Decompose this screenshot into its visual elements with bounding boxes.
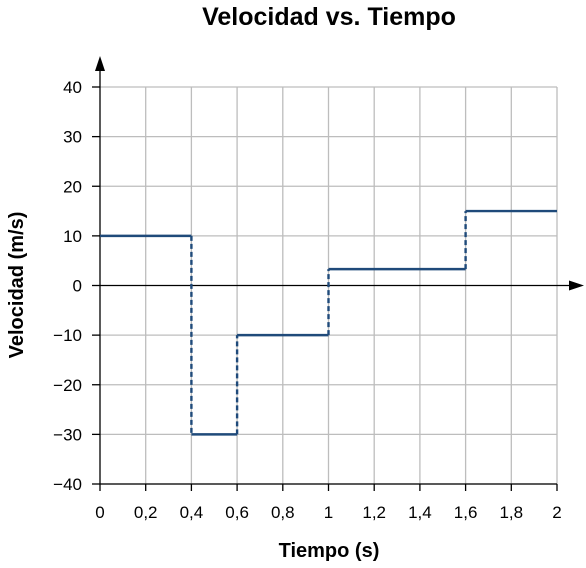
chart-title: Velocidad vs. Tiempo <box>202 3 456 31</box>
velocity-series <box>100 209 557 436</box>
y-tick-label: 40 <box>63 78 82 97</box>
x-tick-label: 0,8 <box>271 503 295 522</box>
x-tick-label: 0 <box>95 503 104 522</box>
x-tick-label: 1 <box>324 503 333 522</box>
x-tick-label: 1,4 <box>408 503 432 522</box>
x-tick-label: 1,2 <box>362 503 386 522</box>
x-tick-label: 0,6 <box>225 503 249 522</box>
x-tick-label: 1,6 <box>454 503 478 522</box>
x-axis-label: Tiempo (s) <box>279 540 380 562</box>
y-tick-label: 0 <box>73 277 82 296</box>
y-axis-arrow-icon <box>95 56 105 71</box>
x-axis-arrow-icon <box>569 280 584 291</box>
x-tick-label: 2 <box>552 503 561 522</box>
y-tick-label: −10 <box>53 326 82 345</box>
x-tick-label: 1,8 <box>499 503 523 522</box>
axes <box>95 56 584 485</box>
y-tick-label: 10 <box>63 227 82 246</box>
y-tick-label: 30 <box>63 128 82 147</box>
y-tick-label: −40 <box>53 475 82 494</box>
y-tick-label: 20 <box>63 177 82 196</box>
x-tick-label: 0,2 <box>134 503 158 522</box>
y-tick-label: −30 <box>53 425 82 444</box>
x-tick-label: 0,4 <box>180 503 204 522</box>
y-axis-label: Velocidad (m/s) <box>6 212 28 359</box>
y-tick-label: −20 <box>53 376 82 395</box>
tick-labels: 40 30 20 10 0 −10 −20 −30 −40 0 0,2 0,4 0,6 0,8 1 1,2 1,… <box>53 78 562 522</box>
